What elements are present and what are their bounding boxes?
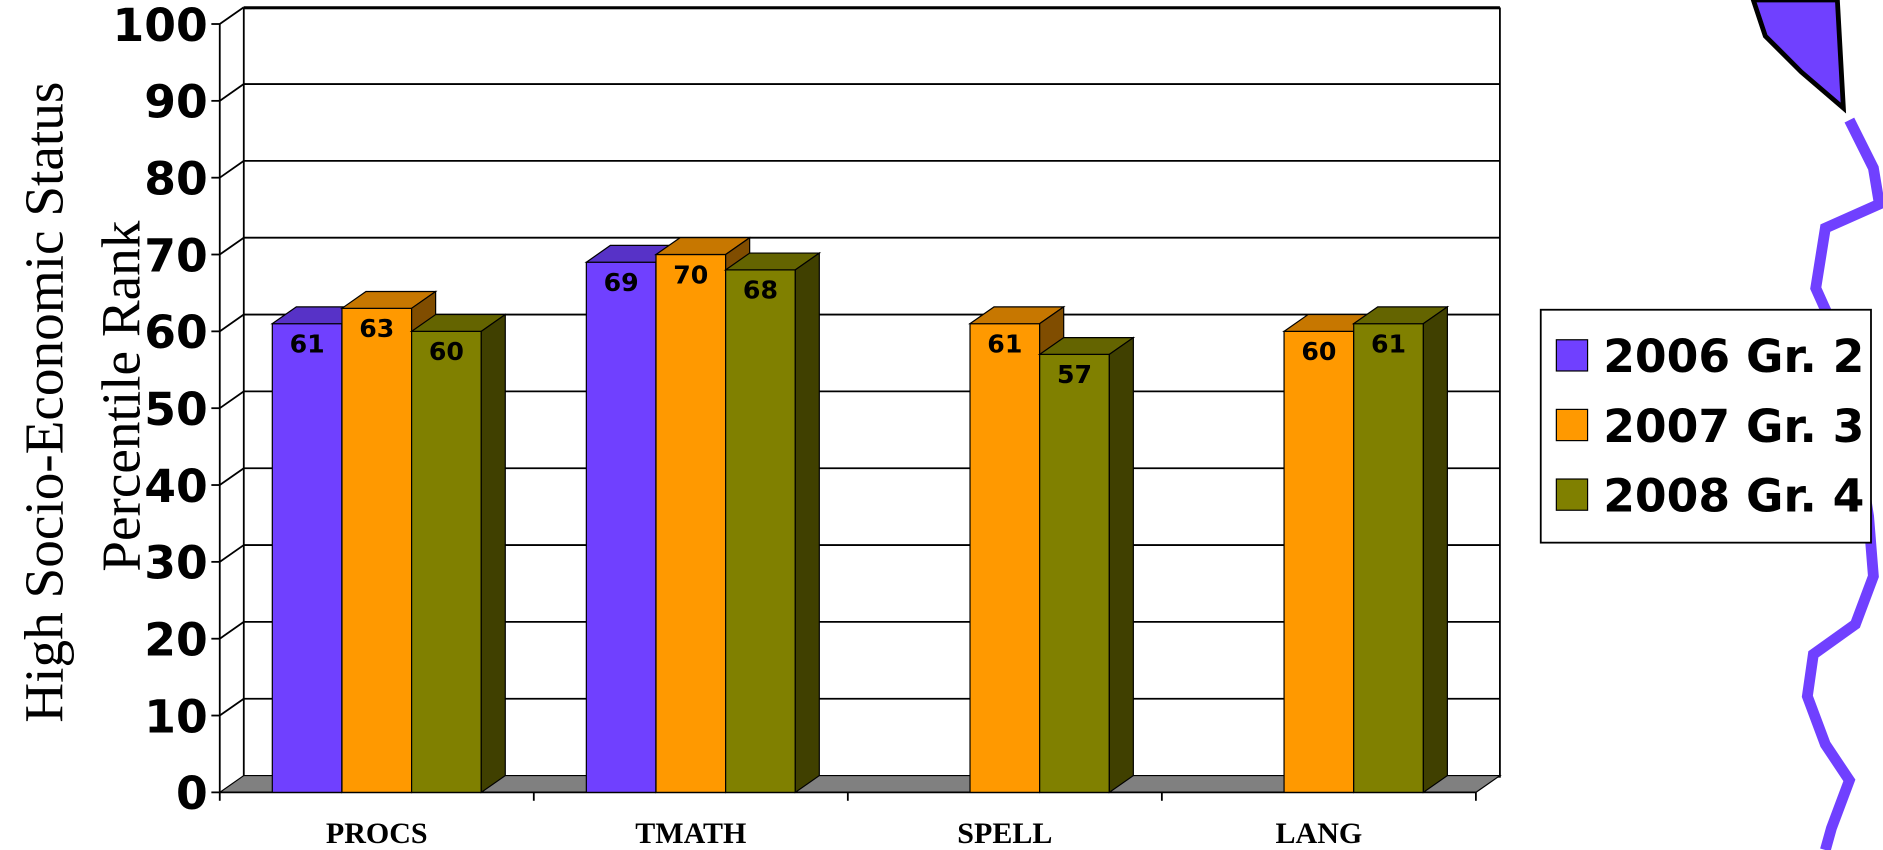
- y-tick-label: 40: [144, 460, 207, 513]
- x-tick-label: PROCS: [326, 817, 428, 850]
- legend-swatch: [1555, 478, 1589, 511]
- bar-front: [271, 323, 343, 793]
- value-label: 61: [987, 329, 1022, 358]
- value-label: 69: [604, 268, 639, 297]
- bar-front: [1353, 323, 1424, 793]
- y-tick-label: 90: [144, 76, 207, 129]
- y-axis-title: High Socio-Economic Status: [13, 82, 74, 723]
- decoration: [1750, 0, 1847, 114]
- value-label: 61: [290, 329, 325, 358]
- value-label: 60: [1301, 337, 1336, 366]
- legend-label: 2007 Gr. 3: [1603, 400, 1864, 453]
- bar-front: [1039, 353, 1110, 793]
- bar-front: [725, 269, 796, 793]
- legend-label: 2006 Gr. 2: [1603, 330, 1864, 383]
- grid-line: [219, 83, 245, 102]
- grid-line: [219, 467, 245, 486]
- grid-line: [219, 6, 245, 25]
- grid-line: [219, 313, 245, 333]
- value-label: 60: [429, 337, 464, 366]
- legend-box: [1539, 308, 1872, 544]
- x-tick-label: SPELL: [957, 817, 1052, 850]
- bar-front: [585, 261, 657, 793]
- y-tick-label: 50: [144, 383, 207, 436]
- y-tick-label: 0: [176, 767, 208, 820]
- y-tick-label: 20: [144, 614, 207, 667]
- y-axis-title: Percentile Rank: [90, 220, 151, 571]
- y-tick-label: 80: [144, 152, 207, 205]
- grid-line: [219, 236, 245, 256]
- bar-side: [794, 251, 820, 794]
- x-tick-label: LANG: [1276, 817, 1363, 850]
- value-label: 57: [1057, 360, 1092, 389]
- y-tick-label: 70: [144, 229, 207, 282]
- y-tick-label: 60: [144, 306, 207, 359]
- bar-front: [341, 307, 413, 793]
- y-tick-label: 100: [113, 0, 208, 52]
- bar-front: [411, 330, 482, 793]
- value-label: 70: [673, 260, 708, 289]
- bar-front: [969, 323, 1041, 793]
- legend-swatch: [1555, 408, 1589, 442]
- bar: [723, 251, 822, 794]
- bar-side: [480, 313, 506, 794]
- grid-line: [219, 621, 245, 640]
- value-label: 63: [359, 314, 394, 343]
- y-tick-label: 30: [144, 537, 207, 590]
- bar-side: [1422, 305, 1448, 794]
- bar-front: [1283, 330, 1355, 793]
- grid-line: [219, 390, 245, 409]
- value-label: 68: [743, 276, 778, 305]
- grid-line: [219, 697, 245, 717]
- bar: [1351, 305, 1450, 794]
- legend-label: 2008 Gr. 4: [1603, 469, 1864, 522]
- value-label: 61: [1371, 329, 1406, 358]
- legend-swatch: [1555, 339, 1589, 372]
- x-tick-label: TMATH: [635, 817, 746, 850]
- y-tick-label: 10: [144, 690, 207, 743]
- bar-side: [1108, 336, 1134, 794]
- bar-front: [655, 253, 727, 793]
- bar: [409, 313, 508, 794]
- grid-line: [219, 160, 245, 179]
- grid-line: [219, 544, 245, 563]
- bar: [1037, 336, 1136, 794]
